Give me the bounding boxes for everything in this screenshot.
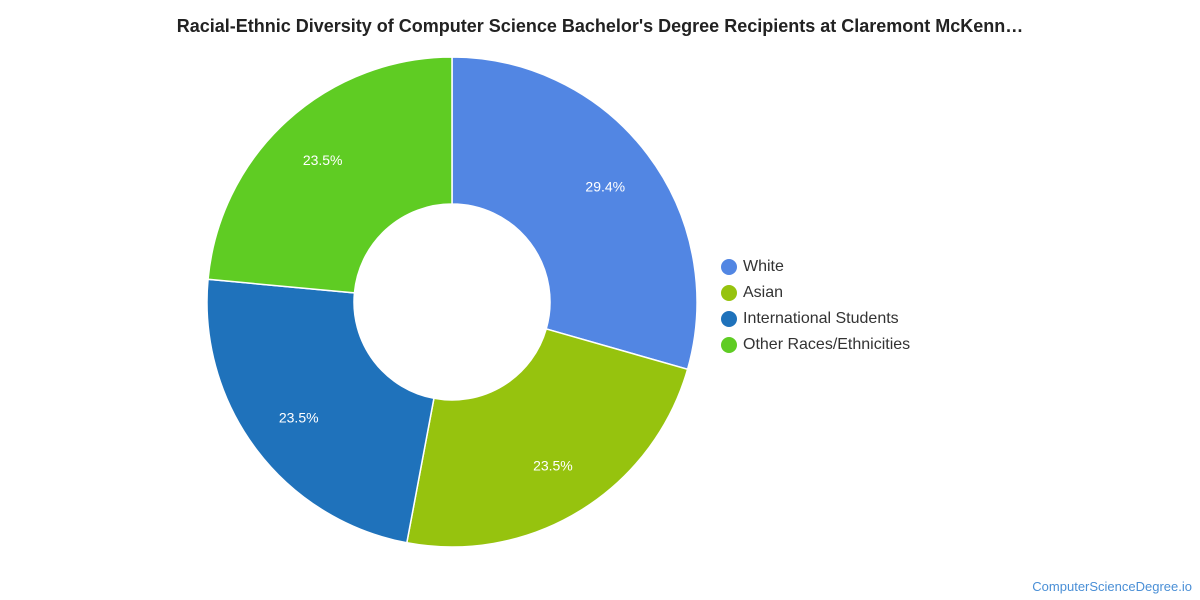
slice-asian[interactable]	[405, 327, 689, 548]
legend-label-asian: Asian	[743, 284, 784, 301]
legend-item-other[interactable]: Other Races/Ethnicities	[721, 332, 910, 358]
slice-white[interactable]	[451, 56, 698, 371]
legend-item-asian[interactable]: Asian	[721, 280, 910, 306]
legend: White Asian International Students Other…	[721, 254, 910, 358]
legend-label-international: International Students	[743, 310, 899, 327]
slice-label-asian: 23.5%	[533, 457, 573, 473]
legend-swatch-white	[721, 259, 737, 275]
slice-other[interactable]	[207, 56, 453, 294]
slice-labels-group: 29.4% 23.5% 23.5% 23.5%	[279, 152, 625, 473]
slices-group	[206, 56, 698, 548]
legend-swatch-asian	[721, 285, 737, 301]
slice-international[interactable]	[206, 278, 435, 544]
legend-swatch-international	[721, 311, 737, 327]
slice-label-international: 23.5%	[279, 410, 319, 426]
slice-label-white: 29.4%	[585, 178, 625, 194]
legend-label-other: Other Races/Ethnicities	[743, 336, 911, 353]
legend-item-international[interactable]: International Students	[721, 306, 910, 332]
chart-title: Racial-Ethnic Diversity of Computer Scie…	[176, 16, 1024, 36]
slice-label-other: 23.5%	[303, 152, 343, 168]
legend-item-white[interactable]: White	[721, 254, 910, 280]
legend-swatch-other	[721, 337, 737, 353]
source-credit[interactable]: ComputerScienceDegree.io	[1032, 579, 1192, 594]
legend-label-white: White	[743, 258, 784, 275]
